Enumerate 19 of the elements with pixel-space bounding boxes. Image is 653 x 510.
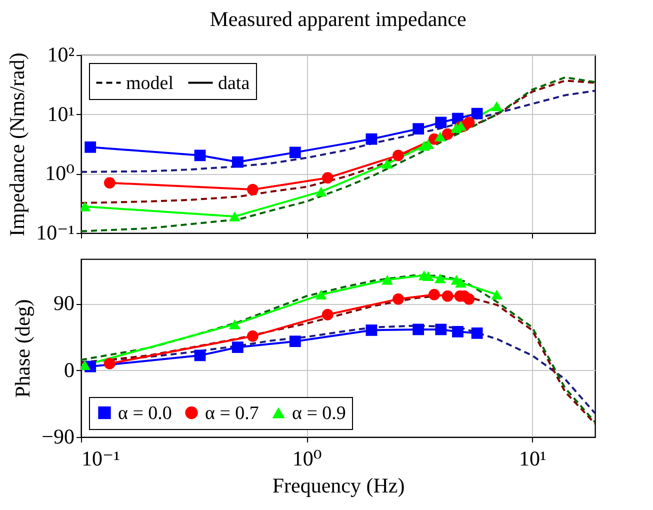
- x-tick-label: 10⁻¹: [82, 446, 120, 470]
- x-tick-label: 10⁰: [292, 446, 322, 470]
- annotation: data: [218, 72, 250, 94]
- y-tick-label: 10²: [47, 42, 74, 66]
- annotation: model: [126, 72, 174, 94]
- legend-label: α = 0.9: [292, 402, 346, 424]
- y-tick-label: 10¹: [47, 102, 74, 126]
- y-tick-label: 10⁰: [45, 161, 74, 186]
- y-tick-label: 0: [64, 358, 74, 382]
- y-tick-label: −90: [42, 424, 74, 448]
- x-axis-title: Frequency (Hz): [272, 474, 405, 498]
- legend-label: α = 0.0: [118, 402, 172, 424]
- y-axis-title: Impedance (Nms/rad): [5, 52, 30, 236]
- y-tick-label: 10⁻¹: [36, 220, 74, 244]
- x-tick-label: 10¹: [518, 446, 546, 470]
- chart-title: Measured apparent impedance: [210, 7, 466, 31]
- y-tick-label: 90: [54, 291, 74, 315]
- y-axis-title: Phase (deg): [10, 299, 35, 398]
- legend-label: α = 0.7: [205, 402, 259, 424]
